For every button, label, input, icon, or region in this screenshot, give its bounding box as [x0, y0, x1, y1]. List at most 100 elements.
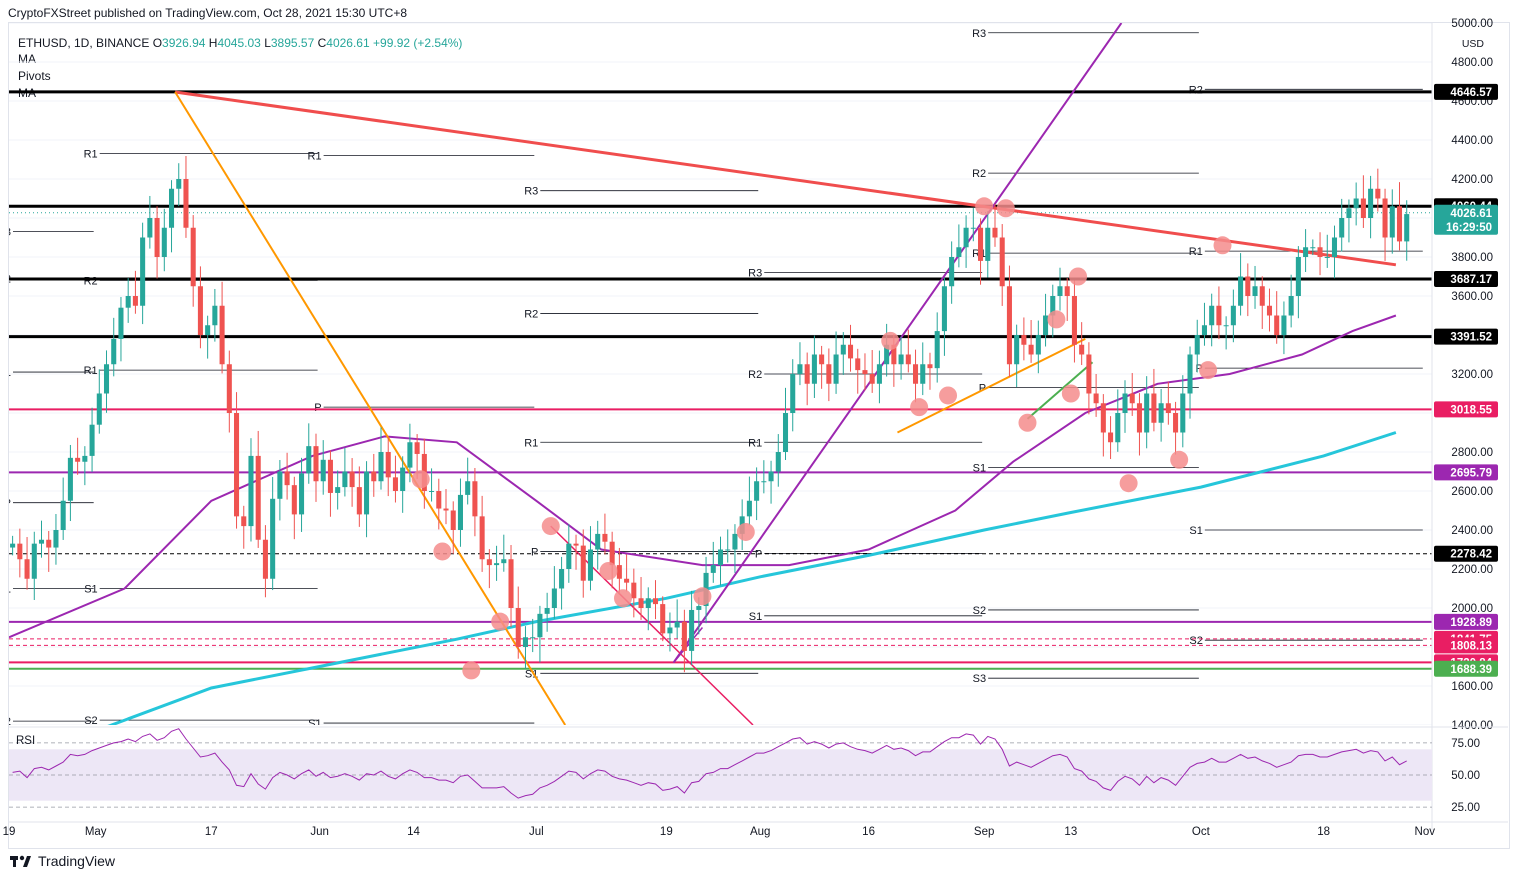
- touch-point-circle: [693, 587, 712, 606]
- plot-area: R3 R2 R1 P S1 S2 R1 R2 R1 S1 S2 R1 P S1 R3 R2 R1 P S1 R3 R2 R…: [0, 23, 1432, 738]
- time-tick-label: May: [85, 826, 107, 838]
- price-tick-label: 3800.00: [1451, 252, 1493, 264]
- candle-body: [761, 481, 767, 483]
- candle-body: [1353, 198, 1359, 209]
- symbol-label[interactable]: ETHUSD, 1D, BINANCE: [18, 36, 150, 50]
- candle-body: [1100, 403, 1106, 433]
- time-tick-label: 16: [862, 826, 875, 838]
- candle-body: [624, 578, 630, 583]
- pivot-label: S2: [749, 726, 762, 738]
- candle-body: [1209, 305, 1215, 326]
- candle-body: [847, 344, 854, 359]
- touch-point-circle: [433, 542, 452, 561]
- time-tick-label: Nov: [1415, 826, 1436, 838]
- close-label: C: [317, 36, 327, 50]
- pivot-label: R1: [308, 151, 322, 163]
- candle-body: [884, 344, 890, 365]
- touch-point-circle: [599, 561, 618, 580]
- trendline: [897, 338, 1086, 434]
- candle-body: [31, 543, 37, 579]
- touch-point-circle: [1199, 361, 1218, 380]
- candle-body: [920, 364, 926, 384]
- candle-body: [1259, 286, 1265, 306]
- touch-point-circle: [939, 386, 958, 405]
- time-tick-label: 14: [407, 826, 420, 838]
- candle-body: [1238, 276, 1244, 306]
- candle-body: [1057, 286, 1063, 296]
- candle-body: [1122, 393, 1128, 413]
- candle-body: [1389, 206, 1395, 238]
- candle-body: [1064, 286, 1070, 296]
- candle-body: [1079, 344, 1085, 355]
- time-tick-label: Jun: [310, 826, 329, 838]
- candle-body: [10, 543, 16, 548]
- candle-body: [631, 582, 637, 599]
- candle-body: [132, 296, 138, 306]
- candle-body: [689, 609, 695, 651]
- candle-body: [479, 516, 485, 560]
- candle-body: [559, 569, 565, 589]
- candle-body: [457, 494, 463, 530]
- touch-point-circle: [1018, 413, 1037, 432]
- price-tick-label: 4800.00: [1451, 57, 1493, 69]
- candle-body: [775, 452, 781, 472]
- candle-body: [725, 549, 731, 551]
- candle-body: [1187, 354, 1193, 394]
- level-badge-label: 3687.17: [1450, 274, 1492, 286]
- pivot-label: R3: [524, 186, 538, 198]
- pivot-label: S1: [84, 584, 97, 596]
- pivot-label: S2: [973, 605, 986, 617]
- countdown-label: 16:29:50: [1446, 222, 1492, 234]
- candle-body: [1028, 344, 1034, 355]
- pivot-label: R1: [84, 365, 98, 377]
- candle-body: [407, 442, 413, 468]
- candle-body: [1310, 247, 1316, 249]
- time-tick-label: 19: [660, 826, 673, 838]
- candle-body: [1129, 393, 1135, 404]
- candle-body: [1375, 188, 1381, 199]
- candle-body: [24, 559, 30, 579]
- candle-body: [797, 364, 803, 374]
- candle-body: [638, 598, 644, 608]
- candle-body: [515, 608, 521, 647]
- level-badge-label: 3018.55: [1450, 404, 1492, 416]
- price-tick-label: 2200.00: [1451, 564, 1493, 576]
- level-badge: [1434, 660, 1498, 677]
- rsi-tick-label: 25.00: [1451, 802, 1480, 814]
- candle-body: [616, 565, 622, 579]
- candle-body: [790, 374, 796, 413]
- candle-body: [183, 179, 189, 228]
- candle-body: [674, 621, 680, 628]
- candle-body: [255, 455, 261, 540]
- candle-body: [1021, 335, 1027, 345]
- indicator-pivots[interactable]: Pivots: [18, 69, 51, 83]
- candle-body: [587, 549, 594, 581]
- pivot-label: S2: [84, 715, 97, 727]
- candle-body: [1295, 257, 1301, 296]
- candle-body: [1331, 237, 1338, 257]
- candle-body: [1108, 432, 1114, 443]
- candle-body: [284, 471, 290, 486]
- candle-body: [609, 541, 615, 566]
- level-badge: [1434, 637, 1498, 654]
- touch-point-circle: [1061, 384, 1080, 403]
- candle-body: [1368, 188, 1374, 218]
- candle-body: [1136, 403, 1142, 433]
- pivot-label: R2: [748, 369, 762, 381]
- candle-body: [869, 374, 875, 384]
- candle-body: [241, 516, 247, 527]
- price-tick-label: 1400.00: [1451, 720, 1493, 732]
- candle-body: [1382, 198, 1388, 238]
- candle-body: [67, 457, 73, 501]
- time-tick-label: 17: [205, 826, 218, 838]
- time-tick-label: Sep: [974, 826, 994, 838]
- pivot-label: R1: [0, 367, 11, 379]
- candle-body: [732, 533, 738, 550]
- candle-body: [508, 559, 514, 608]
- candle-body: [364, 471, 370, 515]
- candle-body: [291, 485, 297, 515]
- pivot-label: S2: [1189, 635, 1202, 647]
- currency-label: USD: [1462, 38, 1485, 50]
- price-tick-label: 4400.00: [1451, 135, 1493, 147]
